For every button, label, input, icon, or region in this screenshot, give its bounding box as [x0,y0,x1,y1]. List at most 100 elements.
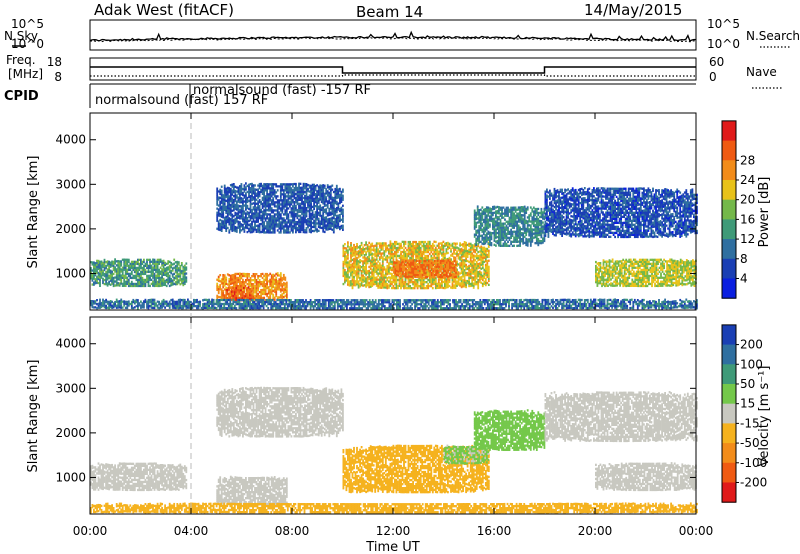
range-time-cell [235,295,237,297]
range-time-cell [125,285,127,287]
range-time-cell [256,295,258,297]
range-time-cell [277,274,279,276]
range-time-cell [247,273,249,275]
range-time-cell [99,279,101,281]
range-time-cell [104,261,106,263]
range-time-cell [248,273,250,275]
range-time-cell [275,277,277,279]
search-tick-top: 10^5 [707,17,740,31]
range-time-cell [218,278,220,280]
range-time-cell [236,216,238,218]
range-time-cell [225,218,227,220]
range-time-cell [234,275,236,277]
range-time-cell [175,271,177,273]
range-time-cell [95,266,97,268]
range-time-cell [225,224,227,226]
range-time-cell [277,286,279,288]
cpid-entry-2: normalsound (fast) -157 RF [193,83,371,98]
range-time-cell [236,279,238,281]
range-time-cell [257,293,259,295]
range-time-cell [119,272,121,274]
range-time-cell [237,295,239,297]
range-time-cell [134,261,136,263]
range-time-cell [275,293,277,295]
range-time-cell [256,273,258,275]
freq-panel: Freq. [MHz] 18 8 60 0 Nave [6,53,782,88]
range-time-cell [125,283,127,285]
range-time-cell [222,292,224,294]
range-time-cell [142,277,144,279]
nsky-trace [90,32,696,41]
range-time-cell [235,293,237,295]
range-time-cell [236,204,238,206]
range-time-cell [140,259,142,261]
range-time-cell [247,279,249,281]
range-time-cell [95,280,97,282]
range-time-cell [225,279,227,281]
range-time-cell [225,228,227,230]
range-time-cell [125,267,127,269]
range-time-cell [175,269,177,271]
range-time-cell [225,188,227,190]
range-time-cell [257,277,259,279]
range-time-cell [253,293,255,295]
range-time-cell [145,281,147,283]
range-time-cell [243,291,245,293]
range-time-cell [259,285,261,287]
range-time-cell [236,214,238,216]
range-time-cell [104,259,106,261]
range-time-cell [178,261,180,263]
range-time-cell [145,263,147,265]
range-time-cell [155,265,157,267]
range-time-cell [175,275,177,277]
range-time-cell [125,261,127,263]
range-time-cell [120,262,122,264]
range-time-cell [236,231,238,233]
range-time-cell [277,272,279,274]
nave-tick-bottom: 0 [709,70,717,84]
range-time-cell [236,273,238,275]
range-time-cell [139,269,141,271]
range-time-cell [114,258,116,260]
range-time-cell [245,281,247,283]
range-time-cell [149,277,151,279]
range-time-cell [251,292,253,294]
range-time-cell [155,261,157,263]
range-time-cell [251,294,253,296]
range-time-cell [95,268,97,270]
range-time-cell [286,288,288,290]
range-time-cell [277,288,279,290]
range-time-cell [233,183,235,185]
range-time-cell [134,285,136,287]
range-time-cell [143,259,145,261]
range-time-cell [155,275,157,277]
range-time-cell [266,287,268,289]
range-time-cell [149,285,151,287]
range-time-cell [137,271,139,273]
range-time-cell [164,272,166,274]
range-time-cell [131,271,133,273]
range-time-cell [224,185,226,187]
range-time-cell [129,269,131,271]
range-time-cell [114,262,116,264]
range-time-cell [145,279,147,281]
range-time-cell [99,283,101,285]
range-time-cell [157,267,159,269]
range-time-cell [179,267,181,269]
nave-tick-top: 60 [709,55,724,69]
range-time-cell [225,283,227,285]
range-time-cell [286,290,288,292]
range-time-cell [236,218,238,220]
range-time-cell [248,275,250,277]
range-time-cell [236,202,238,204]
range-time-cell [266,293,268,295]
range-time-cell [122,273,124,275]
range-time-cell [225,220,227,222]
range-time-cell [145,283,147,285]
range-time-cell [155,285,157,287]
beam-title: Beam 14 [356,3,423,21]
range-time-cell [125,273,127,275]
date-title: 14/May/2015 [584,1,682,19]
range-time-cell [240,287,242,289]
range-time-cell [225,287,227,289]
